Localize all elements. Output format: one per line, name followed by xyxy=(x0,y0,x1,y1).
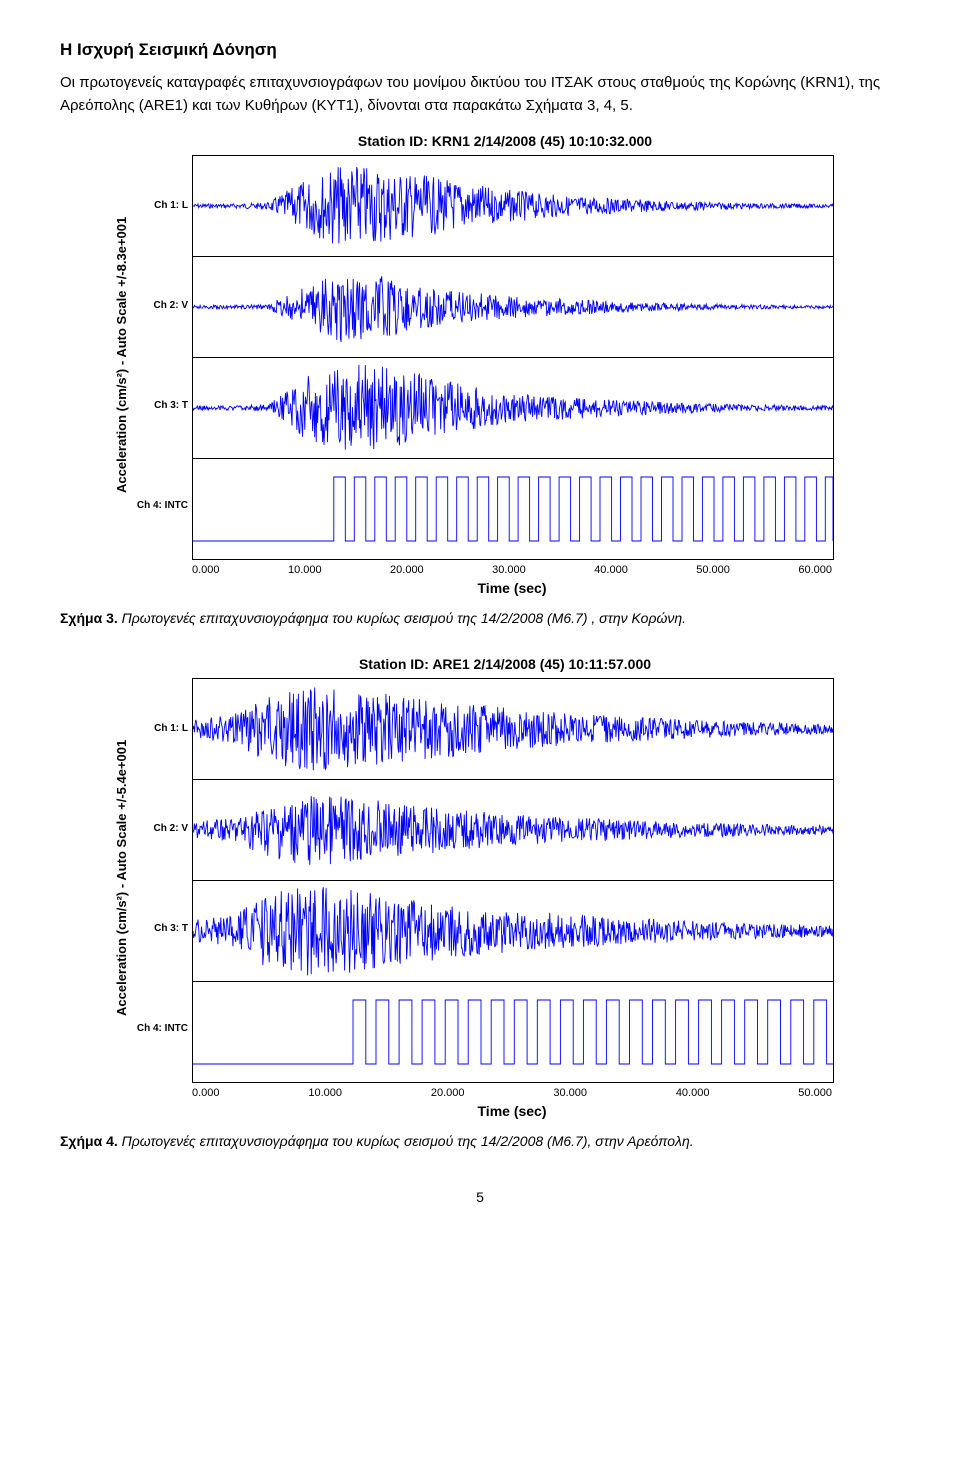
caption-label: Σχήμα 4. xyxy=(60,1133,118,1149)
x-axis-ticks: 0.000 10.000 20.000 30.000 40.000 50.000 xyxy=(192,1083,832,1101)
x-tick-label: 20.000 xyxy=(390,564,424,576)
x-tick-label: 30.000 xyxy=(492,564,526,576)
channel-label: Ch 3: T xyxy=(136,355,192,455)
channel-label: Ch 2: V xyxy=(136,778,192,878)
figure-caption: Σχήμα 4. Πρωτογενές επιταχυνσιογράφημα τ… xyxy=(60,1133,900,1149)
channel-label: Ch 1: L xyxy=(136,678,192,778)
y-axis-label: Acceleration (cm/s²) - Auto Scale +/-5.4… xyxy=(110,678,136,1078)
x-tick-label: 0.000 xyxy=(192,1087,220,1099)
page-number: 5 xyxy=(60,1189,900,1205)
channel-label: Ch 1: L xyxy=(136,155,192,255)
x-tick-label: 20.000 xyxy=(431,1087,465,1099)
channel-label: Ch 2: V xyxy=(136,255,192,355)
waveform-panel xyxy=(193,459,833,559)
x-tick-label: 60.000 xyxy=(798,564,832,576)
x-tick-label: 0.000 xyxy=(192,564,220,576)
x-tick-label: 50.000 xyxy=(696,564,730,576)
figure-caption: Σχήμα 3. Πρωτογενές επιταχυνσιογράφημα τ… xyxy=(60,610,900,626)
caption-text: Πρωτογενές επιταχυνσιογράφημα του κυρίως… xyxy=(118,1133,694,1149)
channel-label: Ch 4: INTC xyxy=(136,978,192,1078)
caption-text: Πρωτογενές επιταχυνσιογράφημα του κυρίως… xyxy=(118,610,686,626)
x-tick-label: 40.000 xyxy=(676,1087,710,1099)
channel-label: Ch 3: T xyxy=(136,878,192,978)
x-axis-ticks: 0.000 10.000 20.000 30.000 40.000 50.000 60.00… xyxy=(192,560,832,578)
waveform-panel xyxy=(193,780,833,881)
intro-paragraph: Οι πρωτογενείς καταγραφές επιταχυνσιογρά… xyxy=(60,72,900,117)
waveform-panel xyxy=(193,881,833,982)
caption-label: Σχήμα 3. xyxy=(60,610,118,626)
chart-title: Station ID: ARE1 2/14/2008 (45) 10:11:57… xyxy=(110,656,900,672)
y-axis-label: Acceleration (cm/s²) - Auto Scale +/-8.3… xyxy=(110,155,136,555)
accelerograph-chart: Station ID: ARE1 2/14/2008 (45) 10:11:57… xyxy=(110,656,900,1119)
x-axis-label: Time (sec) xyxy=(192,580,832,596)
x-tick-label: 50.000 xyxy=(798,1087,832,1099)
x-tick-label: 40.000 xyxy=(594,564,628,576)
waveform-panel xyxy=(193,358,833,459)
x-tick-label: 10.000 xyxy=(308,1087,342,1099)
waveform-panel xyxy=(193,257,833,358)
x-tick-label: 30.000 xyxy=(553,1087,587,1099)
x-tick-label: 10.000 xyxy=(288,564,322,576)
section-heading: Η Ισχυρή Σεισμική Δόνηση xyxy=(60,40,900,60)
channel-label: Ch 4: INTC xyxy=(136,455,192,555)
waveform-panel xyxy=(193,982,833,1082)
plot-area xyxy=(192,678,834,1083)
x-axis-label: Time (sec) xyxy=(192,1103,832,1119)
waveform-panel xyxy=(193,679,833,780)
plot-area xyxy=(192,155,834,560)
accelerograph-chart: Station ID: KRN1 2/14/2008 (45) 10:10:32… xyxy=(110,133,900,596)
waveform-panel xyxy=(193,156,833,257)
chart-title: Station ID: KRN1 2/14/2008 (45) 10:10:32… xyxy=(110,133,900,149)
